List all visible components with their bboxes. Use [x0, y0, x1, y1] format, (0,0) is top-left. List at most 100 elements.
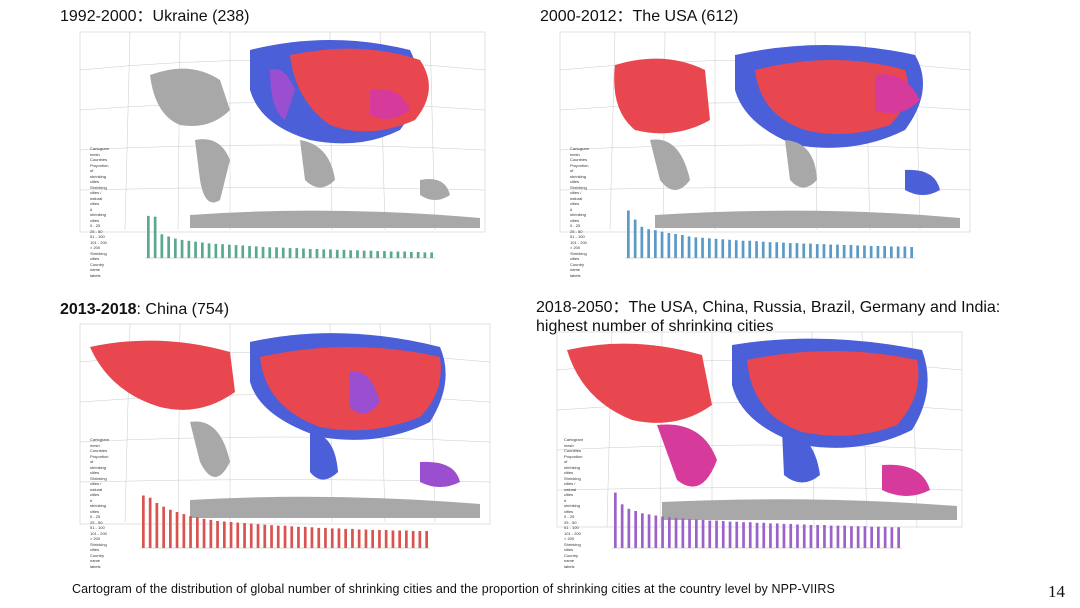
bar: [234, 245, 238, 258]
bar: [194, 241, 197, 258]
bar: [398, 530, 401, 548]
bar: [216, 521, 219, 548]
legend-line: Shrinking cities: [90, 250, 107, 262]
bar: [762, 522, 766, 548]
legend-line: Country name labels: [570, 261, 585, 278]
bar: [695, 519, 698, 548]
bar: [890, 527, 894, 548]
legend-line: 25 - 50: [90, 228, 103, 234]
bar: [681, 235, 684, 258]
map-legend: Cartogram mesh Countries Proportion of s…: [570, 146, 589, 278]
bar: [661, 516, 664, 548]
bar: [315, 249, 319, 258]
figure-caption: Cartogram of the distribution of global …: [72, 582, 835, 596]
bar: [829, 525, 833, 548]
bar: [202, 518, 206, 548]
bar: [405, 530, 408, 548]
bar: [430, 252, 433, 258]
bar-strip: [612, 492, 902, 549]
panel-period: 2013-2018: [60, 301, 137, 318]
legend-line: > 200: [90, 536, 101, 541]
panel-title: 1992-2000：Ukraine (238): [60, 7, 249, 26]
panel-period: 2000-2012: [540, 8, 617, 25]
bar: [850, 526, 853, 548]
panel-title: 2013-2018: China (754): [60, 300, 229, 319]
bar: [147, 215, 150, 258]
legend-line: Cartogram mesh: [564, 437, 583, 448]
bar: [268, 247, 272, 259]
bar: [701, 520, 705, 548]
title-separator: :: [136, 301, 141, 318]
legend-line: Countries: [90, 448, 108, 453]
legend-line: # shrinking cities: [90, 497, 107, 514]
bar: [768, 242, 772, 258]
bar: [174, 238, 177, 258]
legend-line: Shrinking cities / natural cities: [90, 184, 107, 207]
bar: [660, 231, 664, 258]
bar: [281, 247, 285, 258]
bar: [708, 238, 711, 258]
bar: [160, 234, 164, 258]
bar: [241, 245, 245, 258]
bar: [351, 528, 354, 548]
bar: [330, 528, 334, 548]
bar: [384, 530, 388, 548]
panel-title: 2000-2012：The USA (612): [540, 7, 738, 26]
bar: [416, 252, 420, 258]
bar: [870, 526, 873, 548]
bar: [809, 525, 813, 548]
bar: [249, 523, 253, 548]
bar: [742, 522, 745, 548]
bar: [290, 526, 294, 548]
legend-line: 101 - 200: [90, 530, 107, 536]
bar: [788, 243, 792, 258]
bar: [769, 523, 772, 548]
bar: [254, 246, 258, 258]
bar: [863, 526, 867, 548]
bar: [248, 246, 251, 258]
bar: [180, 239, 184, 258]
bar: [295, 248, 299, 258]
bar: [836, 244, 839, 258]
legend-line: # shrinking cities: [570, 206, 587, 223]
bar: [782, 242, 785, 258]
bar: [344, 528, 347, 548]
bar: [896, 246, 900, 258]
legend-line: Cartogram mesh: [90, 146, 109, 157]
bar: [674, 234, 677, 258]
bar: [196, 517, 199, 548]
bar: [142, 495, 145, 548]
legend-line: Proportion of shrinking cities: [564, 453, 583, 476]
bar: [175, 512, 179, 548]
bar: [714, 238, 718, 258]
title-separator: ：: [136, 8, 153, 25]
bar: [856, 526, 860, 548]
bar: [189, 516, 192, 548]
panel-country: The USA, China, Russia, Brazil, Germany …: [628, 299, 1001, 316]
legend-line: > 200: [90, 245, 101, 250]
cartogram-map: [556, 331, 963, 528]
bar: [782, 523, 786, 548]
bar: [633, 219, 637, 258]
bar: [897, 527, 900, 548]
bar: [275, 247, 278, 259]
legend-line: Countries: [570, 157, 588, 162]
bar: [863, 245, 866, 258]
bar: [816, 525, 819, 548]
bar: [229, 522, 233, 548]
bar: [371, 530, 374, 548]
bar: [342, 249, 346, 258]
bar: [276, 525, 280, 548]
bar: [148, 497, 152, 548]
legend-line: Shrinking cities: [90, 541, 107, 553]
bar: [228, 244, 231, 258]
bar: [396, 251, 400, 258]
bar: [337, 528, 341, 548]
legend-line: 25 - 50: [570, 228, 583, 234]
legend-line: > 200: [564, 536, 575, 541]
bar: [876, 246, 880, 258]
bar: [335, 249, 339, 258]
bar: [647, 514, 651, 548]
bar: [843, 525, 846, 548]
legend-line: 51 - 100: [564, 525, 579, 530]
